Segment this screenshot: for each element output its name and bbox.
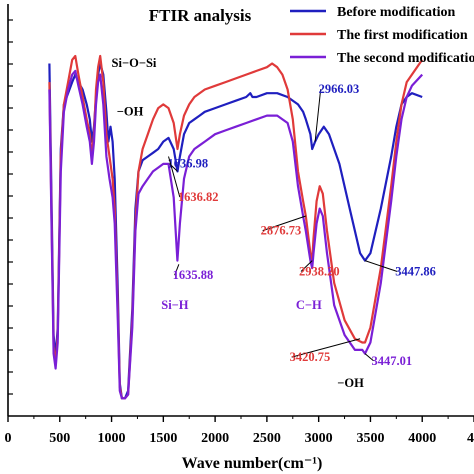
x-tick-label: 45 <box>467 431 474 446</box>
annotation-label: 3420.75 <box>290 350 331 364</box>
x-tick-layer: 0 500 1000 1500 2000 2500 3000 3500 4000 45 <box>5 416 474 446</box>
legend-label: The first modification <box>337 28 468 43</box>
legend-label: The second modification <box>337 51 474 66</box>
annotation-pointer <box>174 264 180 276</box>
x-tick-label: 2500 <box>253 431 281 446</box>
annotation-label: C−H <box>296 298 322 312</box>
annotation-label: 2966.03 <box>319 82 360 96</box>
x-tick-label: 1500 <box>149 431 177 446</box>
annotation-pointer <box>364 260 398 272</box>
annotation-label: 1635.88 <box>173 268 214 282</box>
annotation-label: Si−H <box>161 298 189 312</box>
annotation-pointer <box>300 260 313 272</box>
x-tick-label: 0 <box>5 431 12 446</box>
annotation-pointer <box>364 353 374 362</box>
x-axis-label: Wave number(cm⁻¹) <box>182 455 323 472</box>
annotation-label: 3447.86 <box>395 265 436 279</box>
annotation-label: 2876.73 <box>261 224 302 238</box>
x-tick-label: 4000 <box>408 431 436 446</box>
legend: Before modification The first modificatio… <box>290 5 474 66</box>
annotation-label: Si−O−Si <box>112 56 157 70</box>
series-line-2 <box>48 54 424 400</box>
annotation-label: −OH <box>117 105 144 119</box>
chart-title: FTIR analysis <box>149 6 252 25</box>
annotation-label: 3447.01 <box>371 354 412 368</box>
series-layer <box>48 54 424 400</box>
x-tick-label: 2000 <box>201 431 229 446</box>
series-line-1 <box>48 62 423 400</box>
annotation-layer: Si−O−Si −OH 2966.03 1636.98 1636.82 1635.88 Si… <box>112 56 436 390</box>
annotation-pointer <box>168 156 181 198</box>
x-tick-label: 3000 <box>305 431 333 446</box>
x-tick-label: 3500 <box>356 431 384 446</box>
annotation-label: 1636.82 <box>178 190 219 204</box>
series-line-3 <box>48 69 424 400</box>
annotation-label: 1636.98 <box>167 157 208 171</box>
annotation-pointer <box>262 215 306 232</box>
legend-label: Before modification <box>337 5 456 20</box>
annotation-pointer <box>314 89 322 142</box>
annotation-label: −OH <box>337 376 364 390</box>
annotation-label: 2938.20 <box>299 265 340 279</box>
x-tick-label: 500 <box>49 431 70 446</box>
annotation-pointer <box>291 338 361 358</box>
x-tick-label: 1000 <box>98 431 126 446</box>
